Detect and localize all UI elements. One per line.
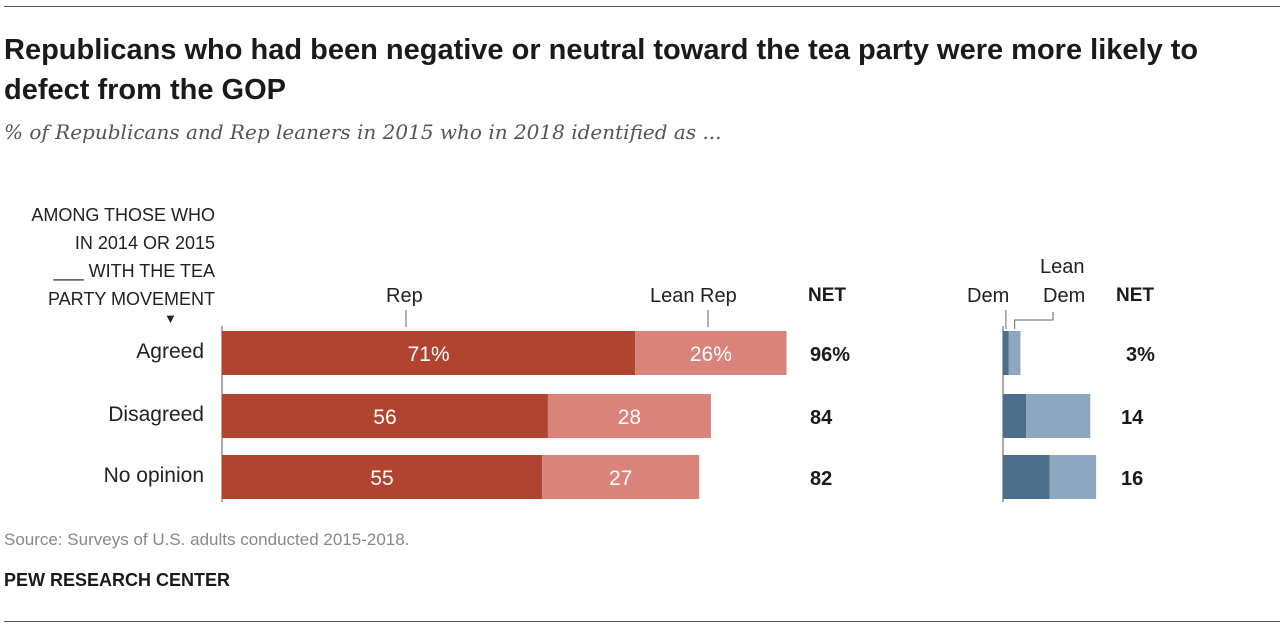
bar-lean-dem-no-opinion: [1049, 455, 1097, 499]
dem-column-header: Dem: [967, 285, 1010, 307]
row-label-disagreed: Disagreed: [108, 403, 204, 426]
group-header-line-2: IN 2014 OR 2015: [74, 233, 215, 253]
bar-label-rep-disagreed: 56: [373, 406, 396, 429]
group-header: AMONG THOSE WHO IN 2014 OR 2015 ___ WITH…: [4, 201, 215, 313]
chart-subtitle: % of Republicans and Rep leaners in 2015…: [4, 120, 722, 144]
bar-dem-disagreed: [1003, 394, 1027, 438]
bar-label-lean-rep-agreed: 26%: [690, 343, 732, 366]
lean-dem-header-leader: [1014, 312, 1054, 329]
bar-lean-dem-agreed: [1008, 331, 1021, 375]
bar-lean-rep-no-opinion: [542, 455, 700, 499]
bar-rep-disagreed: [222, 394, 548, 438]
bar-lean-rep-disagreed: [547, 394, 711, 438]
lean-rep-column-header: Lean Rep: [650, 285, 737, 307]
source-note: Source: Surveys of U.S. adults conducted…: [4, 530, 410, 549]
bar-lean-dem-disagreed: [1026, 394, 1091, 438]
bar-rep-agreed: [222, 331, 636, 375]
net-dem-value-no-opinion: 16: [1121, 468, 1143, 490]
net-rep-value-disagreed: 84: [810, 407, 833, 429]
bar-label-rep-agreed: 71%: [408, 343, 450, 366]
bar-dem-agreed: [1003, 331, 1009, 375]
bar-label-rep-no-opinion: 55: [370, 467, 393, 490]
bar-rep-no-opinion: [222, 455, 543, 499]
organization-name: PEW RESEARCH CENTER: [4, 570, 231, 590]
net-dem-value-agreed: 3%: [1126, 344, 1155, 366]
net-dem-header: NET: [1116, 285, 1154, 306]
row-label-no-opinion: No opinion: [103, 464, 204, 487]
down-arrow-icon: ▼: [164, 311, 177, 326]
lean-dem-column-header-line-2: Dem: [1043, 285, 1086, 307]
bar-lean-rep-agreed: [635, 331, 787, 375]
net-rep-header: NET: [808, 285, 846, 306]
top-rule: [4, 6, 1280, 7]
net-rep-value-no-opinion: 82: [810, 468, 832, 490]
bar-label-lean-rep-no-opinion: 27: [609, 467, 632, 490]
bottom-rule: [4, 621, 1280, 622]
lean-dem-column-header-line-1: Lean: [1040, 256, 1085, 278]
rep-column-header: Rep: [386, 285, 423, 307]
bar-label-lean-rep-disagreed: 28: [618, 406, 641, 429]
chart-title: Republicans who had been negative or neu…: [4, 34, 1199, 106]
net-dem-value-disagreed: 14: [1121, 407, 1144, 429]
net-rep-value-agreed: 96%: [810, 344, 850, 366]
row-label-agreed: Agreed: [136, 340, 204, 363]
group-header-line-4: PARTY MOVEMENT: [47, 289, 215, 309]
group-header-line-3: ___ WITH THE TEA: [53, 261, 215, 281]
bar-dem-no-opinion: [1003, 455, 1050, 499]
group-header-line-1: AMONG THOSE WHO: [31, 205, 215, 225]
